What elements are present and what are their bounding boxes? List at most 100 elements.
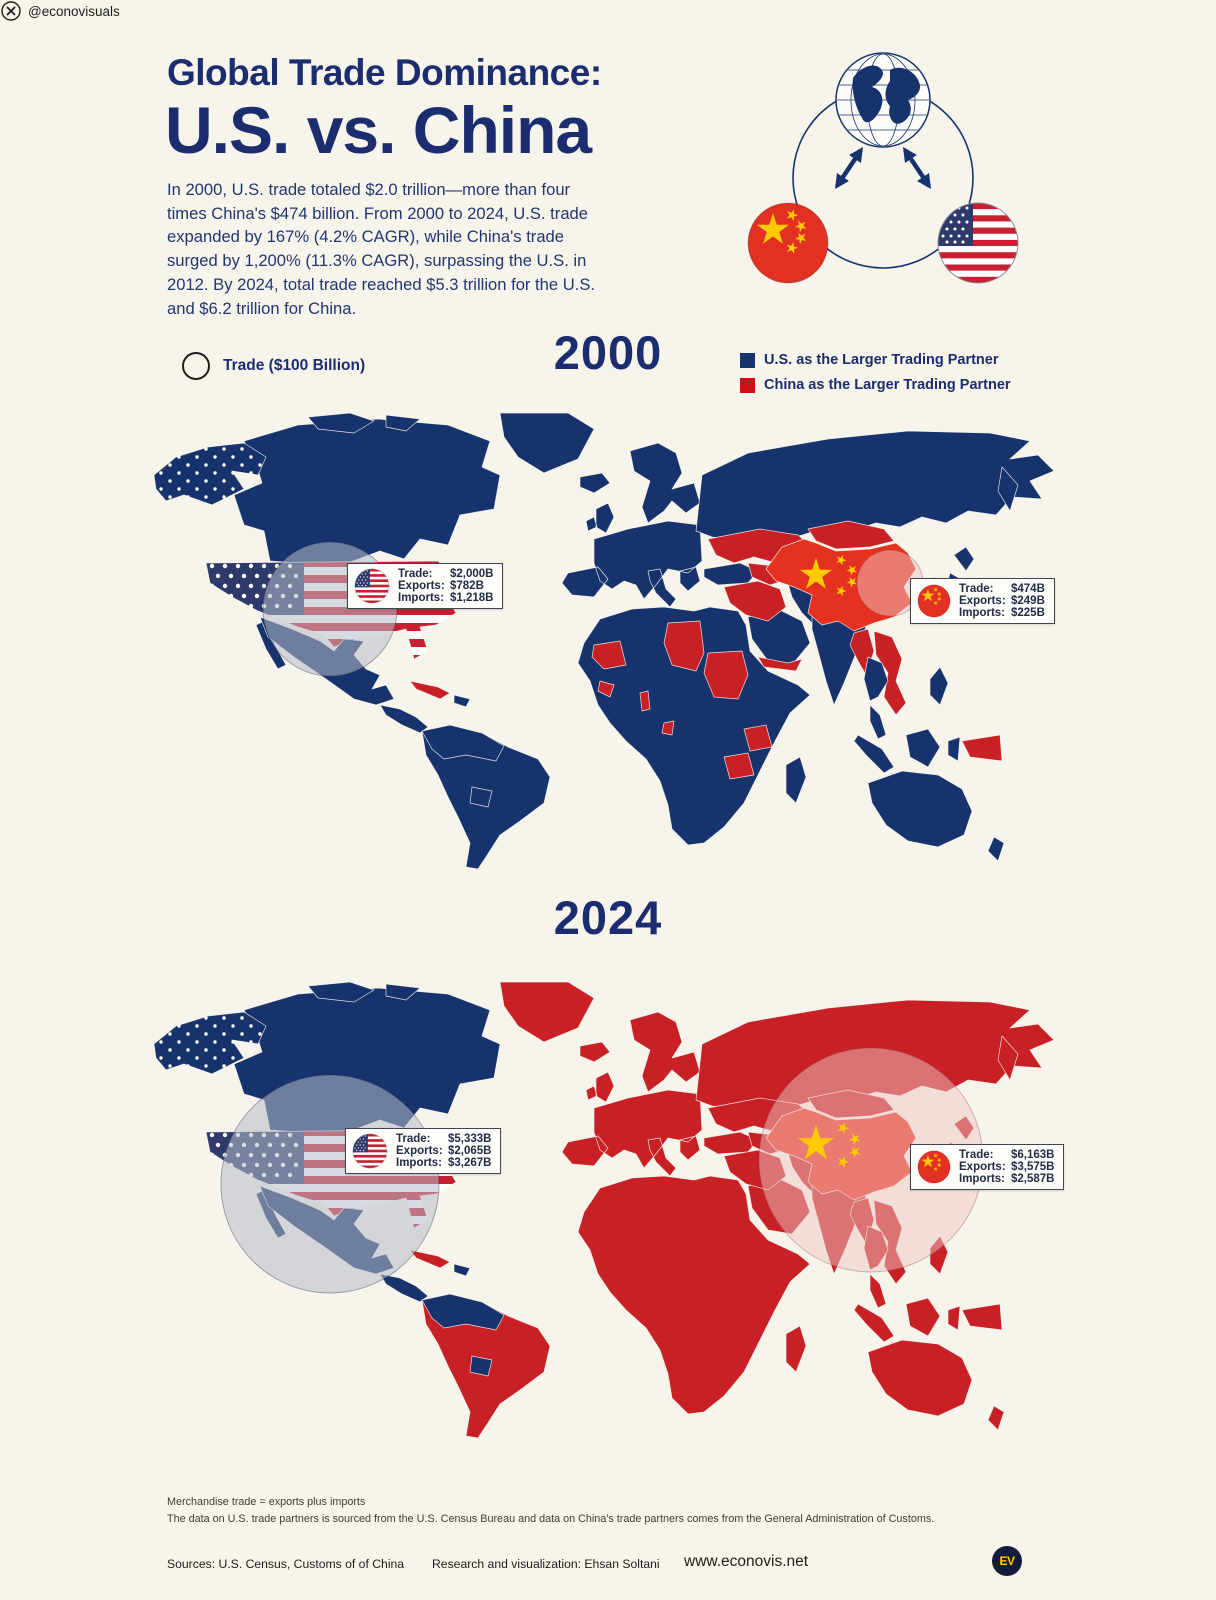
us-stats-box-2000: Trade: $2,000B Exports: $782B Imports: $1,2…	[347, 563, 504, 609]
russia	[695, 430, 1055, 542]
website-text: www.econovis.net	[684, 1553, 809, 1570]
legend-item-us: U.S. as the Larger Trading Partner	[740, 352, 1011, 368]
imports-value: $3,267B	[448, 1157, 492, 1169]
econovis-logo	[733, 52, 1033, 288]
footnote-sources-detail: The data on U.S. trade partners is sourc…	[167, 1513, 935, 1525]
china-stats-box-2024: Trade: $6,163B Exports: $3,575B Imports: $2…	[910, 1144, 1065, 1190]
partner-legend: U.S. as the Larger Trading Partner China…	[740, 352, 1011, 393]
exports-value: $2,065B	[448, 1145, 492, 1157]
bolivia	[469, 786, 493, 808]
tanzania	[743, 724, 773, 752]
social-handle-text: @econovisuals	[28, 3, 120, 19]
china-legend-swatch-icon	[740, 377, 755, 393]
alaska	[153, 442, 267, 506]
mongolia	[807, 520, 895, 550]
us-flag-icon	[354, 568, 390, 604]
exports-label: Exports:	[396, 1145, 443, 1157]
exports-label: Exports:	[959, 595, 1006, 607]
china-legend-label: China as the Larger Trading Partner	[764, 377, 1011, 393]
africa	[577, 606, 811, 846]
new-guinea	[961, 734, 1003, 762]
sumatra	[853, 734, 895, 774]
credit-text: Research and visualization: Ehsan Soltan…	[432, 1557, 660, 1571]
china-stats-box-2000: Trade: $474B Exports: $249B Imports: $225B	[910, 578, 1055, 624]
new-zealand	[987, 836, 1005, 862]
us-flag-icon	[938, 203, 1018, 283]
footnote-definition: Merchandise trade = exports plus imports	[167, 1496, 366, 1508]
china-flag-icon	[748, 203, 828, 283]
imports-label: Imports:	[959, 607, 1005, 619]
arabia	[747, 608, 811, 666]
intro-paragraph: In 2000, U.S. trade totaled $2.0 trillio…	[167, 180, 596, 318]
madagascar	[785, 756, 807, 804]
central-america	[379, 704, 429, 734]
us-flag-icon	[352, 1133, 388, 1169]
imports-value: $1,218B	[450, 592, 494, 604]
imports-label: Imports:	[396, 1157, 442, 1169]
mauritania	[591, 640, 627, 670]
world-map-2000	[148, 413, 1068, 873]
thailand	[863, 656, 889, 702]
togo	[639, 690, 651, 712]
arrow-china-globe-icon	[835, 147, 863, 189]
borneo	[905, 728, 941, 768]
exports-value: $249B	[1011, 595, 1045, 607]
exports-value: $3,575B	[1011, 1161, 1055, 1173]
imports-label: Imports:	[398, 592, 444, 604]
guinea	[597, 680, 615, 698]
bubble-size-label: Trade ($100 Billion)	[223, 357, 366, 374]
world-map-2024	[148, 982, 1068, 1442]
us-legend-label: U.S. as the Larger Trading Partner	[764, 352, 999, 368]
hispaniola	[453, 694, 471, 708]
colombia-venezuela	[421, 724, 505, 762]
kamchatka	[997, 466, 1019, 512]
greenland	[499, 413, 595, 474]
page-title-line2: U.S. vs. China	[165, 93, 592, 167]
zambia	[723, 752, 755, 780]
scandinavia	[629, 442, 701, 524]
bubble-size-circle-icon	[182, 352, 210, 380]
trade-value: $5,333B	[448, 1133, 492, 1145]
china-flag-icon	[917, 1150, 951, 1184]
sources-text: Sources: U.S. Census, Customs of of Chin…	[167, 1557, 405, 1571]
imports-value: $2,587B	[1011, 1173, 1055, 1185]
us-trade-bubble-2024	[220, 1074, 440, 1294]
philippines	[929, 666, 949, 706]
trade-label: Trade:	[959, 1149, 994, 1161]
trade-label: Trade:	[398, 568, 433, 580]
legend-item-china: China as the Larger Trading Partner	[740, 377, 1011, 393]
year-heading-2024: 2024	[553, 891, 663, 944]
australia	[867, 770, 973, 848]
us-legend-swatch-icon	[740, 352, 755, 368]
british-isles	[585, 502, 615, 534]
arctic-islands	[307, 413, 421, 434]
exports-value: $782B	[450, 580, 484, 592]
libya	[663, 620, 705, 672]
social-handle: @econovisuals	[0, 0, 1216, 22]
malay-peninsula	[869, 704, 887, 740]
arrow-us-globe-icon	[903, 147, 931, 189]
china-flag-icon	[917, 584, 951, 618]
bubble-size-legend: Trade ($100 Billion)	[182, 352, 365, 380]
iceland	[579, 472, 611, 494]
iran	[723, 580, 787, 622]
year-heading-2000: 2000	[553, 326, 663, 379]
us-stats-box-2024: Trade: $5,333B Exports: $2,065B Imports: $3…	[345, 1128, 502, 1174]
econovis-badge: EV	[992, 1546, 1022, 1576]
trade-label: Trade:	[396, 1133, 431, 1145]
gabon	[661, 720, 675, 736]
globe-icon	[835, 52, 931, 148]
page-title-line1: Global Trade Dominance:	[167, 52, 602, 93]
trade-value: $2,000B	[450, 568, 494, 580]
trade-value: $6,163B	[1011, 1149, 1055, 1161]
x-social-icon	[1, 1, 21, 21]
canada	[233, 418, 501, 564]
exports-label: Exports:	[959, 1161, 1006, 1173]
imports-label: Imports:	[959, 1173, 1005, 1185]
imports-value: $225B	[1011, 607, 1045, 619]
europe	[561, 520, 703, 608]
trade-label: Trade:	[959, 583, 994, 595]
cuba	[409, 680, 451, 700]
exports-label: Exports:	[398, 580, 445, 592]
